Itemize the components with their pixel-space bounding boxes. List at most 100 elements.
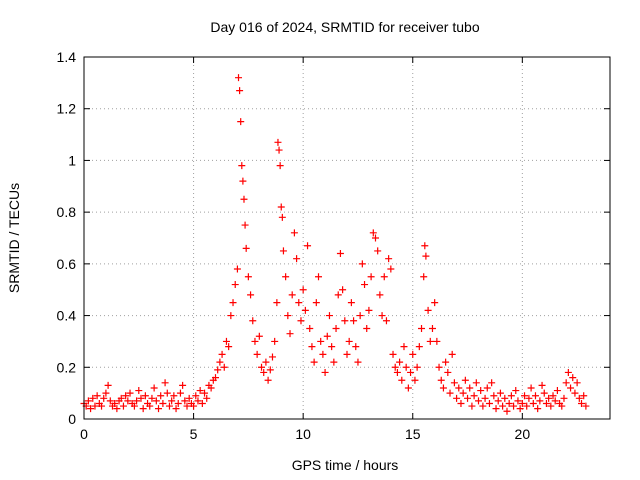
- data-point: [404, 384, 412, 392]
- data-point: [567, 384, 575, 392]
- data-point: [258, 363, 266, 371]
- data-point: [126, 389, 134, 397]
- data-point: [481, 394, 489, 402]
- data-point: [402, 363, 410, 371]
- data-point: [433, 337, 441, 345]
- data-point: [374, 247, 382, 255]
- data-point: [439, 384, 447, 392]
- data-point: [240, 195, 248, 203]
- data-point: [130, 402, 138, 410]
- data-point: [216, 358, 224, 366]
- data-point: [102, 389, 110, 397]
- data-point: [475, 397, 482, 405]
- data-point: [264, 376, 272, 384]
- chart-title: Day 016 of 2024, SRMTID for receiver tub…: [210, 19, 479, 35]
- data-point: [516, 405, 524, 413]
- data-point: [442, 358, 450, 366]
- data-point: [238, 162, 246, 170]
- data-point: [262, 358, 270, 366]
- data-point: [426, 337, 434, 345]
- data-point: [420, 273, 428, 281]
- data-point: [562, 379, 570, 387]
- data-point: [282, 273, 290, 281]
- data-point: [159, 399, 167, 407]
- data-point: [330, 358, 338, 366]
- data-point: [424, 306, 432, 314]
- data-point: [363, 325, 371, 332]
- data-point: [444, 368, 452, 376]
- data-point: [477, 387, 485, 395]
- data-point: [185, 394, 193, 402]
- data-point: [518, 399, 526, 407]
- data-point: [560, 394, 568, 402]
- data-point: [575, 394, 583, 402]
- data-point: [174, 399, 182, 407]
- data-point: [418, 325, 426, 332]
- data-point: [168, 397, 176, 405]
- data-point: [580, 392, 588, 400]
- data-point: [310, 358, 318, 366]
- data-point: [525, 394, 533, 402]
- data-point: [179, 381, 187, 389]
- data-point: [84, 397, 92, 405]
- data-point: [542, 399, 550, 407]
- data-point: [573, 379, 581, 387]
- x-tick-label: 5: [190, 426, 198, 442]
- data-point: [510, 402, 518, 410]
- y-tick-label: 1.4: [57, 49, 77, 65]
- y-tick-label: 0.2: [57, 359, 77, 375]
- data-point: [345, 337, 353, 345]
- data-point: [350, 317, 358, 325]
- x-axis-label: GPS time / hours: [292, 457, 399, 473]
- data-point: [275, 146, 283, 154]
- data-point: [499, 402, 507, 410]
- data-point: [247, 291, 255, 299]
- data-point: [192, 392, 200, 400]
- data-point: [343, 350, 351, 358]
- data-point: [582, 402, 590, 410]
- data-point: [196, 387, 204, 395]
- data-point: [514, 397, 522, 405]
- data-point: [347, 299, 355, 307]
- data-point: [415, 343, 423, 351]
- data-point: [225, 343, 233, 351]
- data-point: [332, 325, 340, 332]
- y-tick-label: 0.8: [57, 204, 77, 220]
- data-point: [569, 374, 577, 382]
- data-point: [277, 203, 285, 211]
- data-point: [111, 399, 119, 407]
- data-point: [380, 273, 388, 281]
- data-point: [431, 299, 439, 307]
- data-point: [455, 384, 463, 392]
- data-point: [288, 291, 296, 299]
- data-point: [453, 394, 461, 402]
- data-point: [231, 281, 239, 289]
- data-point: [91, 402, 99, 410]
- data-point: [409, 350, 417, 358]
- data-point: [483, 384, 491, 392]
- data-point: [312, 299, 320, 307]
- x-tick-label: 10: [295, 426, 311, 442]
- data-point: [490, 392, 498, 400]
- data-point: [93, 392, 101, 400]
- data-point: [207, 384, 215, 392]
- data-point: [122, 392, 130, 400]
- data-point: [448, 350, 456, 358]
- data-point: [268, 353, 276, 361]
- data-point: [321, 368, 329, 376]
- data-point: [141, 392, 149, 400]
- data-point: [304, 242, 312, 250]
- data-point: [387, 265, 395, 273]
- data-point: [435, 363, 443, 371]
- data-point: [218, 350, 226, 358]
- data-point: [358, 260, 366, 268]
- data-point: [461, 376, 469, 384]
- y-tick-label: 0.4: [57, 308, 77, 324]
- data-point: [468, 402, 476, 410]
- data-point: [564, 368, 572, 376]
- data-point: [212, 374, 219, 382]
- data-point: [271, 337, 279, 345]
- data-point: [549, 392, 557, 400]
- data-point: [496, 389, 504, 397]
